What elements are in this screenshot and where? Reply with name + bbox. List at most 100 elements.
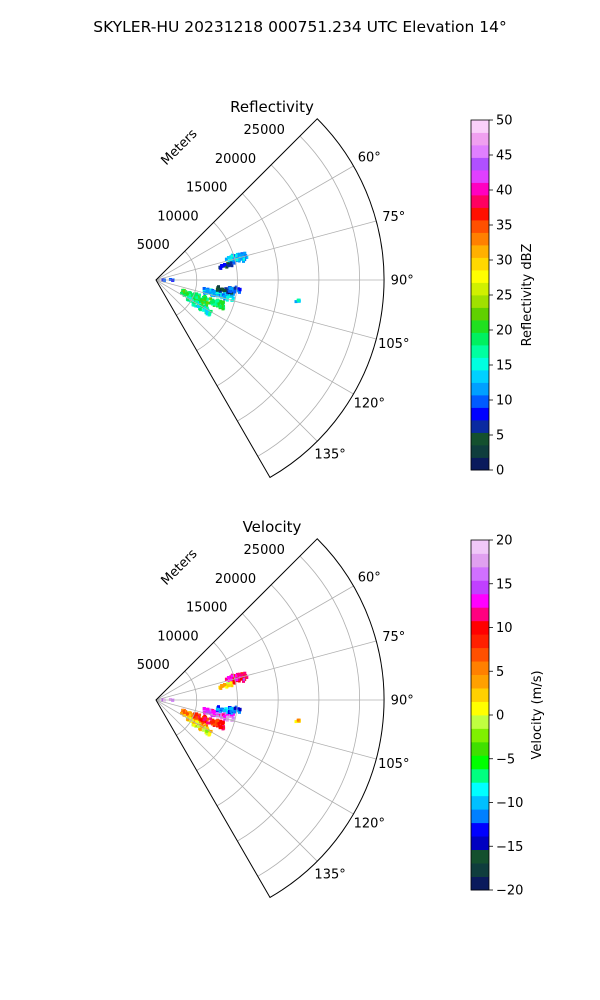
echo-cell: [294, 300, 298, 304]
colorbar-swatch: [471, 607, 489, 622]
echo-region: [227, 705, 242, 714]
echo-cell: [205, 309, 209, 313]
echo-cell: [198, 293, 202, 297]
colorbar-swatch: [471, 157, 489, 171]
echo-cell: [202, 707, 206, 710]
echo-cell: [205, 726, 209, 730]
range-ring: [216, 193, 279, 387]
colorbar-swatch: [471, 195, 489, 208]
colorbar-tick-label: −10: [496, 796, 523, 811]
echo-cell: [228, 286, 232, 290]
echo-cell: [180, 711, 183, 715]
colorbar-swatch: [471, 768, 489, 783]
echo-cell: [296, 298, 300, 302]
colorbar-swatch: [471, 145, 489, 158]
echo-cell: [215, 287, 219, 291]
echo-cell: [232, 679, 235, 683]
echo-cell: [237, 252, 241, 256]
colorbar-tick-label: 0: [496, 709, 504, 724]
colorbar-swatch: [471, 420, 489, 433]
range-tick-label: 10000: [157, 629, 198, 644]
echo-region: [227, 285, 242, 294]
azimuth-gridline: [155, 279, 377, 340]
echo-cell: [216, 724, 219, 728]
azimuth-gridline: [155, 699, 377, 760]
echo-cell: [189, 711, 193, 715]
echo-cell: [202, 728, 206, 732]
echo-cell: [205, 732, 209, 736]
colorbar-swatch: [471, 661, 489, 676]
echo-region: [294, 298, 301, 304]
echo-cell: [217, 722, 221, 726]
azimuth-tick-label: 60°: [358, 150, 381, 165]
velocity-panel: Velocity Meters 60° 75° 90° 105° 120° 135° 500…: [137, 518, 545, 899]
echo-cell: [192, 723, 196, 727]
colorbar-swatch: [471, 245, 489, 258]
echo-cell: [233, 290, 237, 294]
colorbar-swatch: [471, 876, 489, 891]
echo-cell: [216, 719, 220, 722]
echo-cell: [205, 290, 209, 294]
colorbar-swatch: [471, 741, 489, 756]
echo-cell: [216, 294, 219, 298]
echo-cell: [213, 722, 217, 726]
echo-cell: [211, 710, 215, 714]
azimuth-tick-label: 90°: [391, 694, 414, 709]
colorbar-swatch: [471, 320, 489, 333]
echo-cell: [226, 292, 229, 296]
echo-cell: [217, 285, 220, 289]
echo-cell: [230, 674, 234, 678]
echo-cell: [236, 256, 240, 260]
echo-cell: [200, 718, 204, 722]
echo-cell: [227, 289, 231, 293]
panel-title: Reflectivity: [230, 98, 314, 116]
range-tick-label: 15000: [186, 181, 227, 196]
echo-cell: [233, 674, 237, 677]
echo-cell: [188, 717, 192, 721]
azimuth-gridline: [155, 699, 318, 862]
echo-cell: [236, 287, 240, 291]
echo-cell: [236, 707, 240, 711]
echo-cell: [231, 292, 235, 296]
echo-cell: [235, 258, 239, 262]
colorbar-swatch: [471, 553, 489, 568]
azimuth-gridline: [155, 220, 377, 281]
echo-cell: [185, 712, 189, 716]
colorbar-tick-label: −20: [496, 884, 523, 899]
echo-cell: [296, 718, 300, 722]
colorbar-swatch: [471, 701, 489, 716]
echo-cell: [222, 715, 226, 718]
azimuth-gridline: [155, 279, 318, 442]
echo-cell: [218, 289, 222, 293]
echo-cell: [242, 677, 246, 681]
colorbar-label: Velocity (m/s): [530, 670, 545, 759]
echo-cell: [231, 716, 235, 720]
echo-cell: [168, 278, 172, 281]
colorbar-tick-label: 45: [496, 149, 513, 164]
echo-cell: [224, 677, 228, 681]
echo-cell: [217, 705, 220, 709]
echo-cell: [212, 293, 216, 297]
echo-cell: [214, 291, 218, 294]
range-ring: [176, 250, 198, 316]
echo-cell: [219, 720, 223, 724]
echo-cell: [222, 709, 226, 713]
colorbar-tick-label: 10: [496, 621, 513, 636]
azimuth-tick-label: 135°: [314, 448, 345, 463]
echo-cell: [219, 300, 223, 304]
echo-cell: [231, 712, 235, 716]
echo-cell: [195, 296, 199, 300]
colorbar-swatch: [471, 307, 489, 321]
echo-region: [192, 712, 226, 731]
echo-cell: [185, 292, 189, 296]
colorbar-tick-label: 35: [496, 219, 513, 234]
echo-cell: [226, 684, 230, 688]
colorbar-tick-label: −5: [496, 752, 515, 767]
echo-cell: [216, 299, 220, 302]
echo-cell: [219, 295, 223, 299]
colorbar-swatch: [471, 849, 489, 864]
colorbar-swatch: [471, 407, 489, 421]
echo-cell: [202, 720, 206, 724]
echo-cell: [212, 713, 216, 717]
